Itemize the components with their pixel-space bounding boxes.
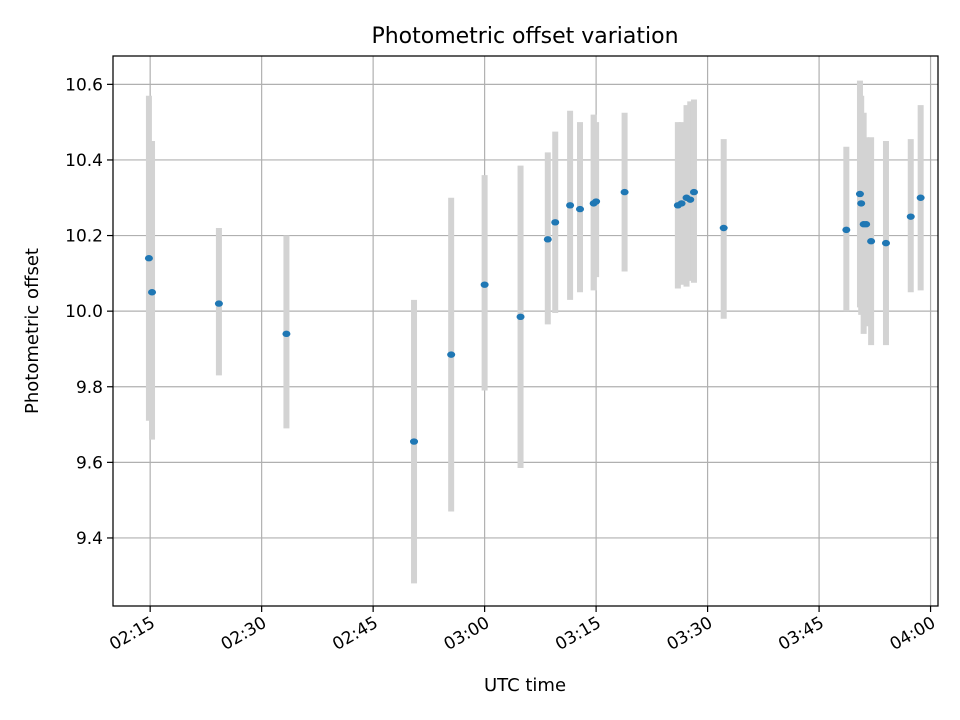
grid-lines — [113, 56, 938, 606]
y-tick-label: 9.8 — [76, 378, 103, 398]
data-points — [144, 188, 925, 445]
data-point — [144, 255, 153, 262]
plot-area-frame — [112, 55, 939, 607]
data-point — [566, 202, 575, 209]
data-point — [410, 438, 419, 445]
data-point — [719, 224, 728, 232]
data-point — [447, 351, 456, 358]
data-point — [148, 289, 157, 296]
y-axis-label: Photometric offset — [22, 248, 43, 414]
data-point — [551, 219, 560, 226]
y-tick-label: 10.2 — [65, 227, 103, 247]
data-point — [543, 236, 552, 243]
data-point — [916, 194, 925, 201]
data-point — [881, 239, 890, 247]
data-point — [214, 300, 223, 307]
data-point — [576, 205, 585, 213]
chart-title: Photometric offset variation — [371, 24, 678, 49]
y-tick-label: 10.4 — [65, 151, 103, 171]
data-point — [689, 188, 698, 196]
data-point — [686, 196, 695, 203]
data-point — [516, 313, 525, 321]
y-tick-label: 10.0 — [65, 302, 103, 322]
y-tick-label: 10.6 — [65, 75, 103, 95]
x-axis-label: UTC time — [484, 675, 566, 696]
data-point — [480, 281, 489, 288]
data-point — [867, 238, 876, 245]
data-point — [855, 190, 864, 198]
data-point — [592, 198, 601, 205]
y-tick-label: 9.4 — [76, 529, 103, 549]
data-point — [857, 200, 866, 207]
y-axis-ticks: 9.4 9.6 9.8 10.0 10.2 10.4 10.6 — [65, 75, 113, 549]
data-point — [620, 188, 629, 196]
data-point — [906, 213, 915, 220]
data-point — [862, 221, 871, 228]
y-tick-label: 9.6 — [76, 453, 103, 473]
data-point — [677, 200, 686, 207]
data-point — [282, 330, 291, 338]
data-point — [842, 226, 851, 234]
